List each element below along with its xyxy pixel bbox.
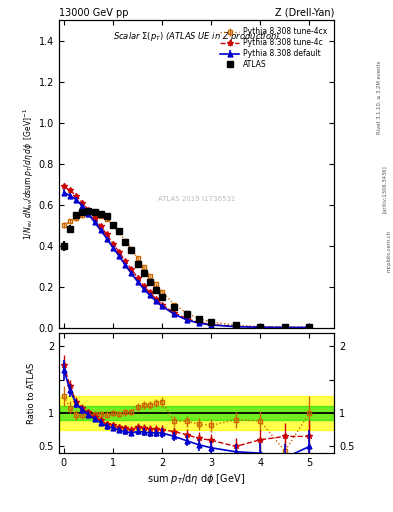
Text: Z (Drell-Yan): Z (Drell-Yan) [275, 8, 334, 18]
Text: mcplots.cern.ch: mcplots.cern.ch [387, 230, 391, 272]
Text: [arXiv:1306.3436]: [arXiv:1306.3436] [382, 165, 387, 214]
Y-axis label: Ratio to ATLAS: Ratio to ATLAS [27, 362, 36, 423]
Text: Rivet 3.1.10, ≥ 3.2M events: Rivet 3.1.10, ≥ 3.2M events [377, 60, 382, 134]
X-axis label: sum $p_T$/d$\eta$ d$\phi$ [GeV]: sum $p_T$/d$\eta$ d$\phi$ [GeV] [147, 472, 246, 486]
Bar [59, 396, 334, 430]
Y-axis label: $1/N_\mathrm{ev}$ $dN_\mathrm{ev}/d\mathrm{sum}\,p_T/d\eta\,d\phi$  $[\mathrm{Ge: $1/N_\mathrm{ev}$ $dN_\mathrm{ev}/d\math… [22, 108, 36, 240]
Legend: Pythia 8.308 tune-4cx, Pythia 8.308 tune-4c, Pythia 8.308 default, ATLAS: Pythia 8.308 tune-4cx, Pythia 8.308 tune… [217, 24, 330, 72]
Text: ATLAS 2019 I1736531: ATLAS 2019 I1736531 [158, 196, 235, 202]
Text: Scalar $\Sigma(p_T)$ (ATLAS UE in Z production): Scalar $\Sigma(p_T)$ (ATLAS UE in Z prod… [113, 30, 280, 42]
Bar [59, 407, 334, 420]
Text: 13000 GeV pp: 13000 GeV pp [59, 8, 129, 18]
